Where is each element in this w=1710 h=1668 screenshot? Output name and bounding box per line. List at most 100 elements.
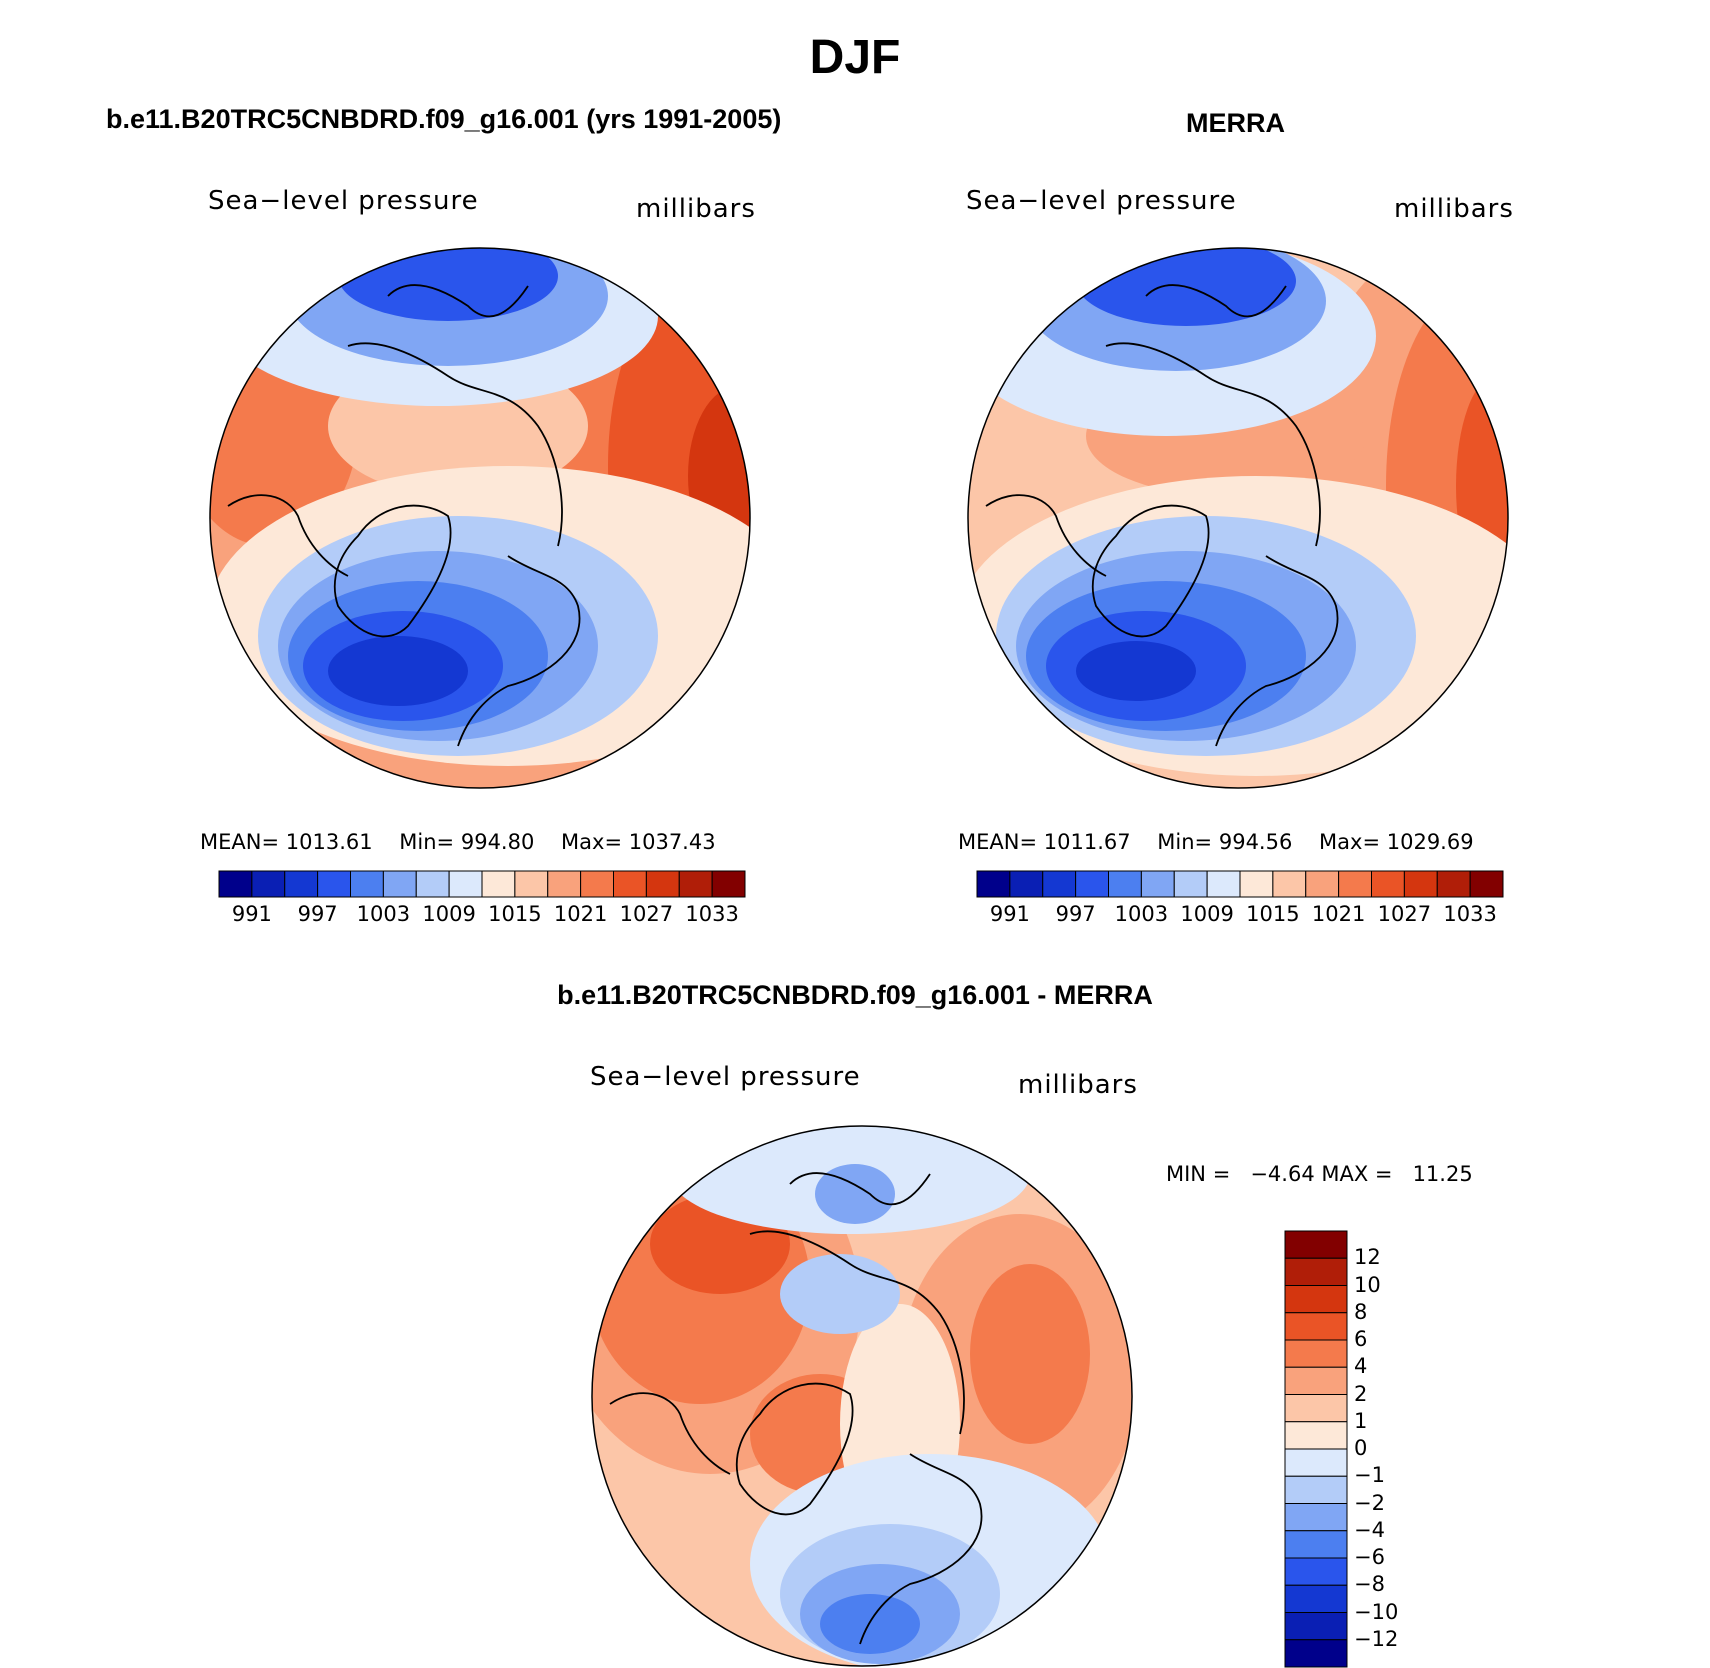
obs-mean-value: 1011.67 <box>1043 830 1131 854</box>
obs-colorbar-swatch <box>1305 870 1340 898</box>
obs-mean-label: MEAN= <box>958 830 1038 854</box>
obs-max-label: Max= <box>1319 830 1381 854</box>
diff-colorbar-swatch <box>1284 1257 1348 1286</box>
obs-colorbar-swatch <box>1338 870 1372 898</box>
obs-colorbar-swatch <box>1239 870 1274 898</box>
obs-colorbar-swatch <box>1206 870 1241 898</box>
obs-variable-label: Sea−level pressure <box>966 186 1237 216</box>
obs-colorbar-tick-label: 1021 <box>1311 902 1366 926</box>
obs-colorbar-swatch <box>1436 870 1471 898</box>
obs-units-label: millibars <box>1394 194 1514 224</box>
obs-colorbar-tick-label: 991 <box>989 902 1030 926</box>
obs-map-border <box>967 247 1509 789</box>
diff-colorbar-swatch <box>1284 1366 1348 1395</box>
model-colorbar-swatch <box>645 870 680 898</box>
model-mean-label: MEAN= <box>200 830 280 854</box>
diff-colorbar-tick-label: 4 <box>1354 1354 1368 1379</box>
obs-colorbar-swatch <box>1042 870 1077 898</box>
diff-colorbar-swatch <box>1284 1394 1348 1423</box>
model-colorbar-swatch <box>580 870 614 898</box>
model-panel-title: b.e11.B20TRC5CNBDRD.f09_g16.001 (yrs 199… <box>106 104 782 134</box>
obs-colorbar <box>976 870 1504 898</box>
diff-max-value: 11.25 <box>1412 1162 1473 1186</box>
obs-colorbar-swatch <box>976 870 1011 898</box>
diff-min-label: MIN = <box>1166 1162 1231 1186</box>
model-units-label: millibars <box>636 194 756 224</box>
model-colorbar-swatch <box>251 870 286 898</box>
diff-colorbar-tick-label: 10 <box>1354 1272 1381 1297</box>
model-stats: MEAN= 1013.61 Min= 994.80 Max= 1037.43 <box>200 830 716 854</box>
obs-max-value: 1029.69 <box>1386 830 1474 854</box>
diff-variable-label: Sea−level pressure <box>590 1062 861 1092</box>
model-max-label: Max= <box>561 830 623 854</box>
model-colorbar-swatch <box>350 870 384 898</box>
obs-colorbar-swatch <box>1075 870 1109 898</box>
diff-colorbar <box>1284 1230 1348 1668</box>
diff-colorbar-tick-label: 1 <box>1354 1408 1368 1433</box>
diff-colorbar-tick-label: −12 <box>1354 1626 1399 1651</box>
obs-min-label: Min= <box>1157 830 1213 854</box>
diff-colorbar-swatch <box>1284 1421 1348 1450</box>
diff-colorbar-tick-label: −2 <box>1354 1490 1385 1515</box>
model-colorbar-tick-label: 1003 <box>356 902 411 926</box>
obs-panel-title: MERRA <box>1186 108 1285 138</box>
diff-colorbar-tick-label: −10 <box>1354 1599 1399 1624</box>
model-colorbar-tick-label: 1027 <box>619 902 674 926</box>
obs-colorbar-tick-label: 1015 <box>1246 902 1300 926</box>
obs-stats: MEAN= 1011.67 Min= 994.56 Max= 1029.69 <box>958 830 1474 854</box>
obs-colorbar-tick-label: 1003 <box>1114 902 1169 926</box>
figure-title: DJF <box>809 31 901 84</box>
obs-colorbar-swatch <box>1469 870 1504 898</box>
diff-colorbar-swatch <box>1284 1312 1348 1341</box>
model-colorbar-swatch <box>284 870 319 898</box>
diff-contour-field <box>592 1126 1132 1666</box>
obs-colorbar-tick-label: 1009 <box>1180 902 1234 926</box>
model-coastlines <box>227 284 581 747</box>
diff-max-label: MAX = <box>1321 1162 1393 1186</box>
model-min-value: 994.80 <box>460 830 535 854</box>
model-colorbar-swatch <box>382 870 417 898</box>
obs-colorbar-swatch <box>1371 870 1405 898</box>
model-colorbar-tick-label: 1033 <box>685 902 739 926</box>
diff-colorbar-swatch <box>1284 1612 1348 1641</box>
model-colorbar-tick-label: 1015 <box>488 902 542 926</box>
diff-colorbar-tick-label: −8 <box>1354 1572 1385 1597</box>
diff-stats: MIN = −4.64 MAX = 11.25 <box>1166 1162 1473 1186</box>
obs-colorbar-swatch <box>1009 870 1044 898</box>
model-colorbar-swatch <box>613 870 647 898</box>
model-map-border <box>209 247 751 789</box>
obs-colorbar-swatch <box>1403 870 1438 898</box>
diff-colorbar-swatch <box>1284 1339 1348 1368</box>
obs-colorbar-labels: 991 997 1003 1009 1015 1021 1027 1033 <box>976 900 1504 930</box>
diff-colorbar-swatch <box>1284 1530 1348 1559</box>
model-colorbar-swatch <box>415 870 450 898</box>
diff-colorbar-swatch <box>1284 1557 1348 1586</box>
diff-colorbar-tick-label: 2 <box>1354 1381 1368 1406</box>
diff-colorbar-swatch <box>1284 1475 1348 1504</box>
model-colorbar-swatch <box>481 870 516 898</box>
diff-colorbar-swatch <box>1284 1584 1348 1613</box>
diff-colorbar-tick-label: −1 <box>1354 1463 1385 1488</box>
diff-colorbar-swatch <box>1284 1448 1348 1477</box>
model-colorbar-swatch <box>711 870 746 898</box>
diff-panel-title: b.e11.B20TRC5CNBDRD.f09_g16.001 - MERRA <box>557 980 1153 1010</box>
model-colorbar-swatch <box>547 870 582 898</box>
obs-colorbar-swatch <box>1272 870 1307 898</box>
model-mean-value: 1013.61 <box>285 830 373 854</box>
diff-colorbar-tick-label: 12 <box>1354 1245 1381 1270</box>
model-colorbar-tick-label: 1009 <box>422 902 476 926</box>
diff-colorbar-tick-label: −6 <box>1354 1545 1385 1569</box>
diff-colorbar-tick-label: −4 <box>1354 1517 1385 1542</box>
diff-colorbar-tick-label: 8 <box>1354 1299 1368 1324</box>
obs-min-value: 994.56 <box>1218 830 1293 854</box>
diff-colorbar-swatch <box>1284 1285 1348 1314</box>
model-colorbar <box>218 870 746 898</box>
diff-colorbar-swatch <box>1284 1639 1348 1668</box>
model-colorbar-labels: 991 997 1003 1009 1015 1021 1027 1033 <box>218 900 746 930</box>
model-colorbar-swatch <box>448 870 483 898</box>
model-colorbar-swatch <box>678 870 713 898</box>
model-max-value: 1037.43 <box>628 830 716 854</box>
diff-polar-map <box>591 1125 1133 1667</box>
diff-colorbar-swatch <box>1284 1503 1348 1532</box>
model-colorbar-swatch <box>514 870 549 898</box>
